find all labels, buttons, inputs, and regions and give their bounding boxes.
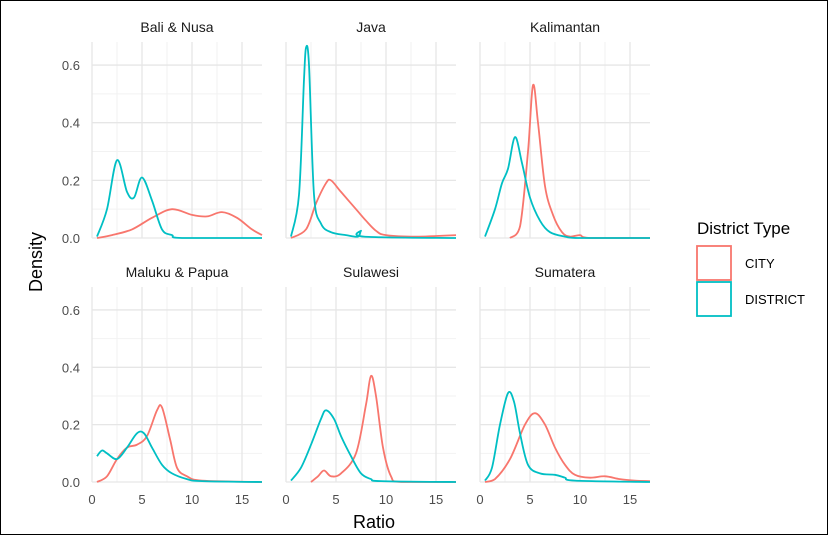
x-tick-label: 10: [573, 492, 587, 507]
y-tick-label: 0.6: [62, 58, 80, 73]
density-line-district: [290, 44, 457, 239]
y-tick-label: 0.4: [62, 360, 80, 375]
x-tick-label: 0: [282, 492, 289, 507]
density-line-city: [509, 83, 650, 239]
panel-title: Sumatera: [535, 264, 596, 280]
density-line-city: [96, 208, 263, 239]
x-tick-label: 5: [138, 492, 145, 507]
density-line-city: [96, 404, 263, 483]
density-line-city: [484, 412, 651, 483]
x-tick-label: 10: [379, 492, 393, 507]
x-tick-label: 15: [235, 492, 249, 507]
x-tick-label: 15: [623, 492, 637, 507]
x-tick-label: 0: [88, 492, 95, 507]
legend-key-district: [696, 281, 732, 317]
x-tick-label: 5: [526, 492, 533, 507]
density-line-district: [290, 409, 457, 483]
legend-key-city: [696, 245, 732, 281]
panel-title: Bali & Nusa: [140, 19, 213, 35]
x-tick-label: 0: [476, 492, 483, 507]
y-axis-title: Density: [26, 232, 46, 292]
density-line-district: [96, 430, 263, 483]
y-tick-label: 0.2: [62, 418, 80, 433]
density-line-district: [96, 159, 262, 239]
panel-title: Maluku & Papua: [126, 264, 229, 280]
density-line-city: [310, 374, 456, 483]
panel-title: Sulawesi: [343, 264, 399, 280]
x-axis-title: Ratio: [353, 512, 395, 532]
y-tick-label: 0.4: [62, 116, 80, 131]
y-tick-label: 0.0: [62, 231, 80, 246]
panel-title: Kalimantan: [530, 19, 600, 35]
x-tick-label: 10: [185, 492, 199, 507]
y-tick-label: 0.6: [62, 303, 80, 318]
legend-label-city: CITY: [745, 256, 775, 271]
panel-title: Java: [356, 19, 386, 35]
y-tick-label: 0.0: [62, 475, 80, 490]
density-line-district: [484, 136, 650, 239]
y-tick-label: 0.2: [62, 173, 80, 188]
x-tick-label: 5: [332, 492, 339, 507]
legend-title: District Type: [697, 219, 790, 238]
legend-label-district: DISTRICT: [745, 292, 805, 307]
density-line-district: [484, 390, 651, 483]
x-tick-label: 15: [429, 492, 443, 507]
